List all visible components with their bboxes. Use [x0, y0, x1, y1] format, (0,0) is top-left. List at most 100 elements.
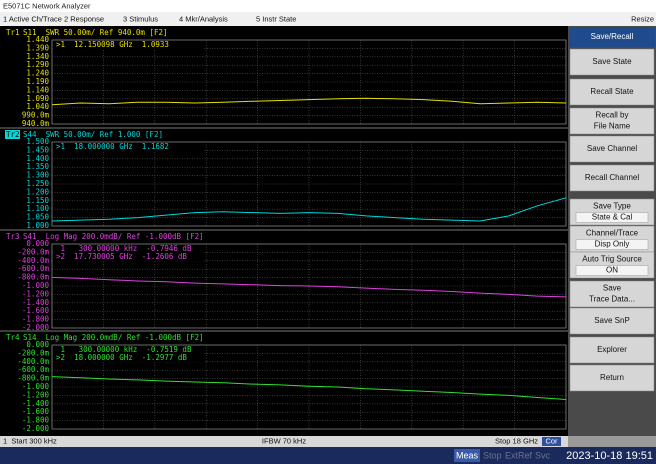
softkey-label[interactable]: Trace Data...	[589, 295, 635, 304]
menu-item[interactable]: 4 Mkr/Analysis	[179, 14, 228, 23]
softkey-value-box	[575, 212, 649, 223]
trace-label[interactable]: Tr3	[6, 232, 20, 241]
y-tick-label: 1.140	[26, 85, 49, 94]
softkey-value-box	[575, 239, 649, 250]
y-tick-label: 0.000	[26, 239, 49, 248]
marker-readout: 1 300.00000 kHz -0.7946 dB	[56, 244, 192, 253]
marker-readout: >1 18.000000 GHz 1.1682	[56, 142, 169, 151]
y-tick-label: -1.600	[22, 407, 50, 416]
softkey[interactable]	[569, 280, 655, 308]
y-tick-label: -1.800	[22, 315, 50, 324]
y-tick-label: -200.0m	[17, 247, 49, 256]
title-bar	[0, 0, 656, 12]
softkey-label[interactable]: Save Type	[593, 202, 631, 211]
softkey[interactable]	[569, 164, 655, 192]
y-tick-label: 1.100	[26, 204, 49, 213]
y-tick-label: 1.050	[26, 213, 49, 222]
menu-item[interactable]: 5 Instr State	[256, 14, 296, 23]
trace-settings: S41 Log Mag 200.0mdB/ Ref -1.000dB [F2]	[23, 232, 204, 241]
footer-item: Svc	[535, 450, 551, 460]
y-tick-label: -800.0m	[17, 273, 49, 282]
y-tick-label: -1.800	[22, 416, 50, 425]
footer-item: ExtRef	[505, 450, 533, 460]
softkey-label[interactable]: Recall by	[596, 111, 629, 120]
y-tick-label: 1.150	[26, 196, 49, 205]
y-tick-label: -2.000	[22, 323, 50, 332]
trace-label[interactable]: Tr2	[6, 130, 20, 139]
y-tick-label: 1.350	[26, 162, 49, 171]
softkey[interactable]	[569, 307, 655, 335]
y-tick-label: 1.500	[26, 137, 49, 146]
y-tick-label: 990.0m	[22, 111, 50, 120]
menu-bar	[0, 12, 656, 26]
trace-line	[51, 197, 567, 222]
softkey-label[interactable]: Save SnP	[594, 316, 630, 325]
y-tick-label: -1.600	[22, 306, 50, 315]
y-tick-label: -1.400	[22, 399, 50, 408]
y-tick-label: -400.0m	[17, 256, 49, 265]
y-tick-label: 1.300	[26, 171, 49, 180]
softkey[interactable]	[569, 78, 655, 106]
softkey-label[interactable]: File Name	[594, 122, 631, 131]
softkey[interactable]	[569, 364, 655, 392]
cor-indicator: Cor	[545, 436, 558, 445]
trace-settings: S14 Log Mag 200.0mdB/ Ref -1.000dB [F2]	[23, 333, 204, 342]
trace-settings: S44 SWR 50.00m/ Ref 1.000 [F2]	[23, 130, 163, 139]
y-tick-label: -2.000	[22, 424, 50, 433]
softkey-label[interactable]: Save	[603, 284, 622, 293]
marker-readout-bg	[54, 253, 204, 261]
y-tick-label: 1.250	[26, 179, 49, 188]
y-tick-label: -1.200	[22, 390, 50, 399]
softkey-label[interactable]: Return	[600, 373, 624, 382]
y-tick-label: 1.400	[26, 154, 49, 163]
menu-item[interactable]: 2 Response	[64, 14, 104, 23]
y-tick-label: -800.0m	[17, 374, 49, 383]
y-tick-label: -1.400	[22, 298, 50, 307]
softkey-label[interactable]: Save Channel	[587, 144, 637, 153]
menu-item[interactable]: 1 Active Ch/Trace	[3, 14, 62, 23]
softkey-label[interactable]: Disp Only	[595, 240, 630, 249]
y-tick-label: 0.000	[26, 340, 49, 349]
trace-line	[51, 376, 567, 400]
marker-readout: >1 12.150098 GHz 1.0933	[56, 40, 169, 49]
softkey[interactable]	[569, 135, 655, 163]
softkey-label[interactable]: Recall State	[590, 87, 634, 96]
trace-line	[51, 97, 567, 106]
softkey-title-bg	[569, 27, 655, 47]
y-tick-label: 1.440	[26, 35, 49, 44]
y-tick-label: 1.240	[26, 69, 49, 78]
y-tick-label: 940.0m	[22, 119, 50, 128]
menu-item[interactable]: Resize	[631, 14, 654, 23]
softkey[interactable]	[569, 107, 655, 135]
y-tick-label: 1.190	[26, 77, 49, 86]
window-title: E5071C Network Analyzer	[3, 1, 91, 10]
softkey-label[interactable]: Channel/Trace	[586, 229, 639, 238]
softkey[interactable]	[569, 336, 655, 364]
softkey-label[interactable]: Explorer	[597, 345, 627, 354]
y-tick-label: 1.040	[26, 102, 49, 111]
softkey-label[interactable]: Auto Trig Source	[582, 255, 642, 264]
trace-label[interactable]: Tr4	[6, 333, 20, 342]
y-tick-label: 1.000	[26, 221, 49, 230]
marker-readout-bg	[54, 245, 204, 253]
y-tick-label: -200.0m	[17, 348, 49, 357]
softkey-label[interactable]: Save State	[592, 57, 632, 66]
trace-label[interactable]: Tr1	[6, 28, 20, 37]
active-trace-box	[5, 130, 20, 139]
status-bar	[0, 436, 568, 447]
status-bar-right	[568, 436, 656, 447]
menu-item[interactable]: 3 Stimulus	[123, 14, 158, 23]
marker-readout: >2 18.000000 GHz -1.2977 dB	[56, 353, 187, 362]
softkey-value-box	[575, 265, 649, 276]
softkey[interactable]	[569, 48, 655, 76]
display-area	[0, 26, 568, 436]
stop-freq: Stop 18 GHz	[495, 436, 538, 445]
marker-readout-bg	[54, 346, 204, 354]
softkey-label[interactable]: Recall Channel	[585, 173, 639, 182]
marker-readout-bg	[54, 354, 204, 362]
footer-item: Meas	[456, 450, 479, 460]
softkey-title: Save/Recall	[591, 32, 634, 41]
softkey-label[interactable]: State & Cal	[592, 213, 633, 222]
softkey-label[interactable]: ON	[606, 266, 618, 275]
